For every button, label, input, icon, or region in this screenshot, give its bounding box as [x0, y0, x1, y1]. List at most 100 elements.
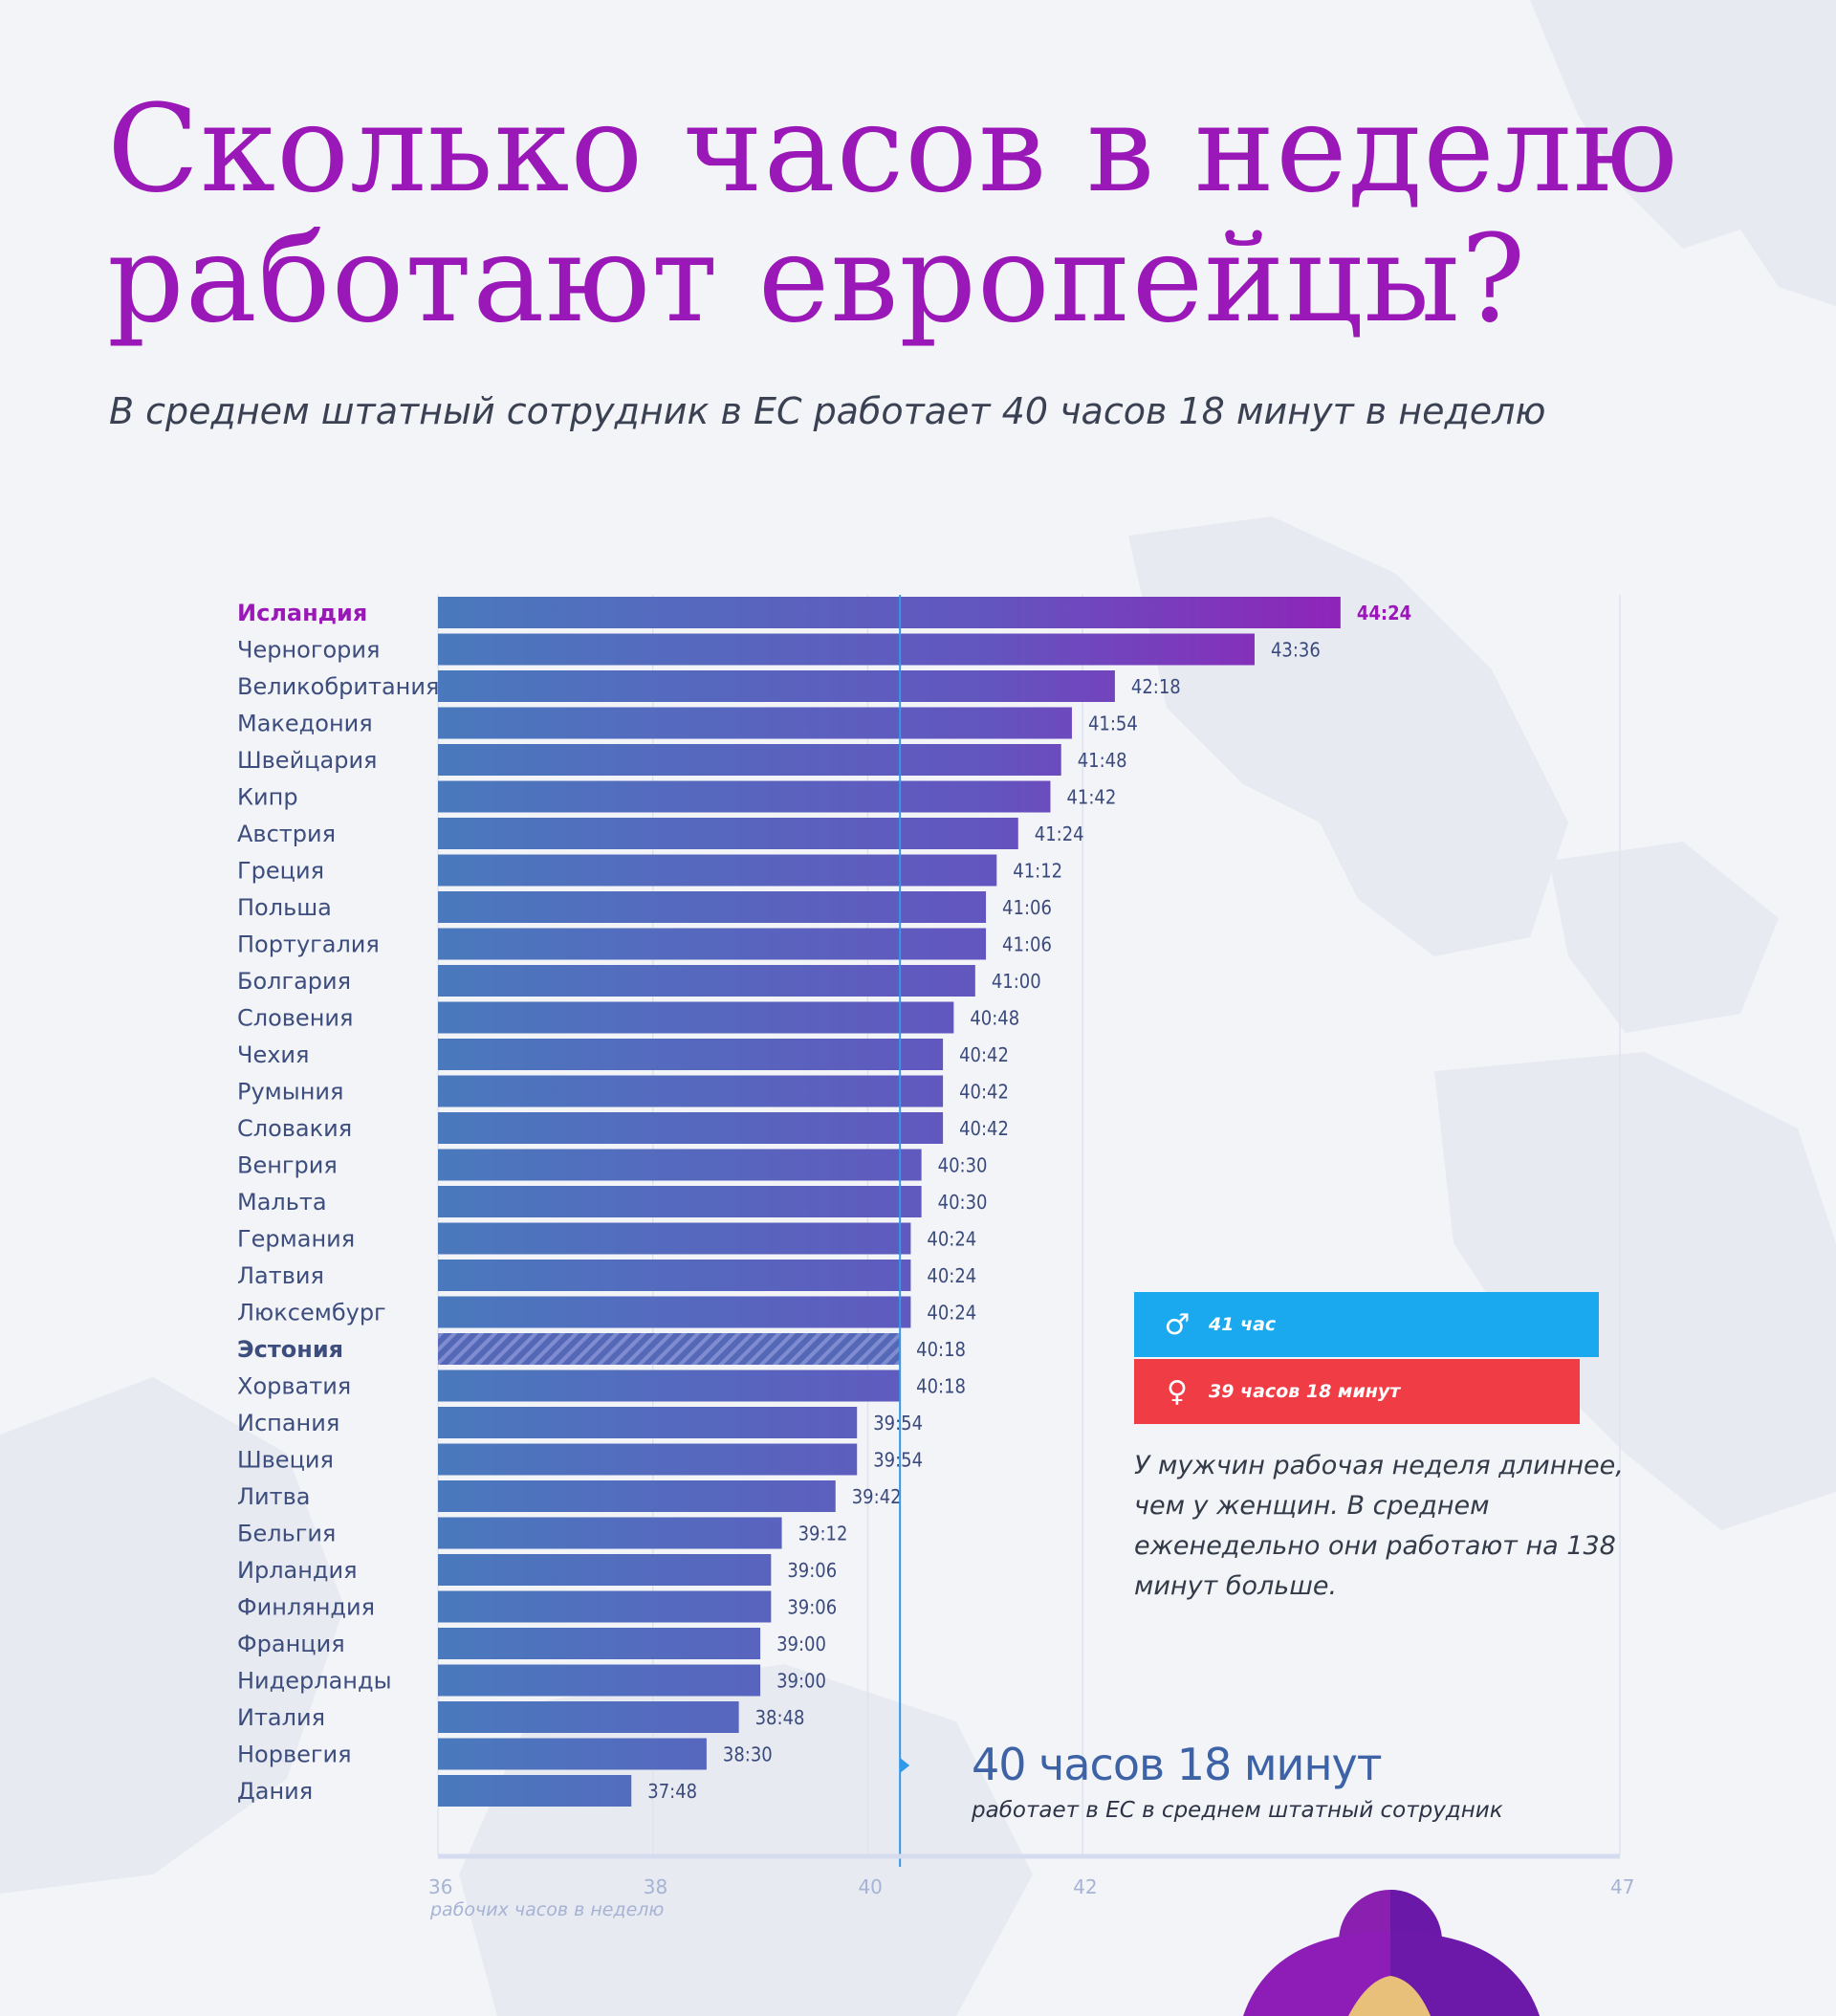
category-label-10: Болгария [237, 968, 351, 995]
page-title: Сколько часов в неделю работают европейц… [107, 84, 1790, 344]
page-subtitle: В среднем штатный сотрудник в ЕС работае… [109, 390, 1546, 432]
category-label-32: Дания [237, 1778, 313, 1805]
x-tick-label-1: 38 [644, 1875, 667, 1898]
value-label-3: 41:54 [1088, 712, 1138, 735]
bar-21 [438, 1370, 901, 1402]
value-label-4: 41:48 [1078, 749, 1127, 772]
value-label-29: 39:00 [776, 1670, 826, 1693]
value-label-27: 39:06 [787, 1596, 837, 1619]
bar-7 [438, 854, 997, 887]
value-label-23: 39:54 [873, 1449, 923, 1472]
category-label-31: Норвегия [237, 1742, 352, 1768]
category-label-6: Австрия [237, 821, 336, 847]
bars-layer: Исландия 44:24 Черногория 43:36 Великобритан… [237, 597, 1411, 1807]
bar-25 [438, 1517, 782, 1549]
category-label-30: Италия [237, 1704, 325, 1731]
category-label-26: Ирландия [237, 1557, 358, 1584]
category-label-27: Финляндия [237, 1594, 375, 1621]
bar-28 [438, 1628, 761, 1659]
bar-19 [438, 1296, 911, 1328]
bar-15 [438, 1149, 922, 1181]
gender-note: У мужчин рабочая неделя длиннее, чем у ж… [1134, 1451, 1624, 1601]
category-label-18: Латвия [237, 1262, 324, 1289]
value-label-25: 39:12 [798, 1523, 848, 1545]
category-label-8: Польша [237, 894, 332, 921]
value-label-5: 41:42 [1066, 786, 1116, 809]
value-label-11: 40:48 [970, 1007, 1019, 1030]
x-axis-label: рабочих часов в неделю [429, 1899, 664, 1920]
category-label-12: Чехия [237, 1041, 309, 1068]
bar-20 [438, 1333, 901, 1365]
bar-22 [438, 1407, 858, 1438]
value-label-10: 41:00 [992, 970, 1041, 993]
value-label-8: 41:06 [1002, 896, 1052, 919]
male-icon: ♂ [1164, 1307, 1191, 1342]
bar-31 [438, 1738, 707, 1770]
value-label-7: 41:12 [1013, 860, 1062, 883]
category-label-4: Швейцария [237, 747, 377, 774]
legend-men-label: 41 час [1209, 1314, 1277, 1335]
category-label-9: Португалия [237, 931, 380, 958]
value-label-6: 41:24 [1035, 822, 1084, 845]
average-annotation-title: 40 часов 18 минут [972, 1739, 1383, 1790]
bar-24 [438, 1480, 836, 1512]
bar-8 [438, 891, 987, 923]
category-label-23: Швеция [237, 1447, 334, 1474]
bar-16 [438, 1186, 922, 1217]
legend-men: ♂ 41 час [1134, 1292, 1599, 1357]
bar-27 [438, 1590, 772, 1623]
value-label-16: 40:30 [938, 1191, 988, 1214]
category-label-16: Мальта [237, 1189, 327, 1216]
category-label-1: Черногория [237, 637, 380, 664]
decorative-figure [1243, 1890, 1540, 2016]
average-annotation-caption: работает в ЕС в среднем штатный сотрудни… [972, 1798, 1503, 1823]
value-label-2: 42:18 [1131, 675, 1181, 698]
x-tick-label-3: 42 [1073, 1875, 1097, 1898]
bar-9 [438, 928, 987, 960]
value-label-20: 40:18 [916, 1338, 966, 1361]
value-label-9: 41:06 [1002, 933, 1052, 956]
value-label-32: 37:48 [647, 1780, 697, 1803]
x-tick-label-2: 40 [858, 1875, 882, 1898]
value-label-24: 39:42 [852, 1485, 902, 1508]
value-label-14: 40:42 [959, 1117, 1009, 1140]
category-label-25: Бельгия [237, 1521, 336, 1547]
value-label-13: 40:42 [959, 1081, 1009, 1104]
x-tick-label-4: 47 [1610, 1875, 1634, 1898]
bar-2 [438, 670, 1115, 702]
bar-17 [438, 1222, 911, 1255]
category-label-22: Испания [237, 1410, 339, 1436]
value-label-21: 40:18 [916, 1375, 966, 1398]
bar-3 [438, 707, 1072, 739]
bar-12 [438, 1039, 944, 1070]
value-label-0: 44:24 [1357, 602, 1411, 625]
bar-26 [438, 1554, 772, 1586]
average-line-layer [899, 595, 910, 1867]
category-label-0: Исландия [237, 600, 367, 626]
value-label-28: 39:00 [776, 1633, 826, 1655]
bar-1 [438, 633, 1255, 666]
category-label-13: Румыния [237, 1079, 343, 1106]
category-label-5: Кипр [237, 784, 298, 811]
legend-women-label: 39 часов 18 минут [1209, 1381, 1401, 1402]
value-label-22: 39:54 [873, 1412, 923, 1435]
bar-0 [438, 597, 1341, 628]
average-marker [900, 1758, 910, 1773]
bar-32 [438, 1775, 632, 1807]
bar-6 [438, 818, 1018, 849]
value-label-31: 38:30 [723, 1743, 773, 1766]
category-label-7: Греция [237, 858, 324, 885]
bar-18 [438, 1260, 911, 1291]
value-label-18: 40:24 [927, 1264, 976, 1287]
x-tick-label-0: 36 [428, 1875, 452, 1898]
value-label-15: 40:30 [938, 1154, 988, 1177]
bar-13 [438, 1075, 944, 1107]
category-label-17: Германия [237, 1226, 355, 1253]
category-label-14: Словакия [237, 1115, 352, 1142]
value-label-17: 40:24 [927, 1228, 976, 1251]
title-line-1: Сколько часов в неделю [107, 78, 1679, 219]
value-label-30: 38:48 [755, 1706, 805, 1729]
bar-14 [438, 1112, 944, 1144]
